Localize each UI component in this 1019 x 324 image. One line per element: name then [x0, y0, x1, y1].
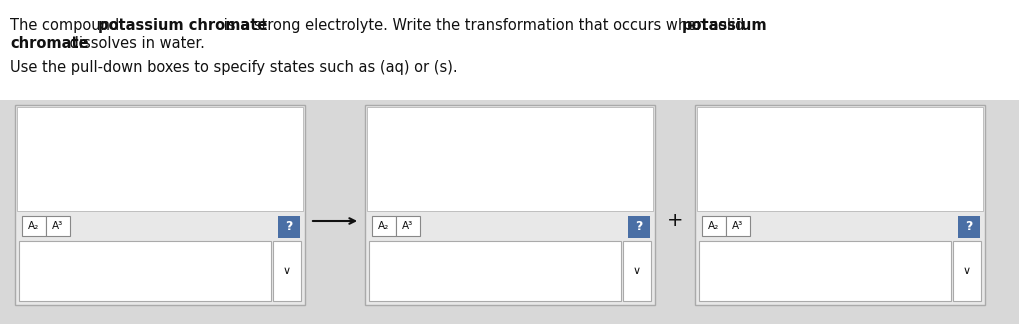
Text: dissolves in water.: dissolves in water. — [65, 36, 205, 51]
FancyBboxPatch shape — [46, 216, 70, 236]
FancyBboxPatch shape — [17, 107, 303, 211]
Text: The compound: The compound — [10, 18, 123, 33]
Text: A³: A³ — [732, 221, 743, 231]
FancyBboxPatch shape — [957, 216, 979, 238]
Text: A³: A³ — [401, 221, 414, 231]
Text: ?: ? — [285, 221, 292, 234]
Text: A₂: A₂ — [378, 221, 389, 231]
FancyBboxPatch shape — [367, 107, 652, 211]
FancyBboxPatch shape — [369, 241, 621, 301]
FancyBboxPatch shape — [365, 105, 654, 305]
Text: ∨: ∨ — [633, 266, 640, 276]
FancyBboxPatch shape — [0, 0, 1019, 100]
Text: A³: A³ — [52, 221, 63, 231]
FancyBboxPatch shape — [395, 216, 420, 236]
FancyBboxPatch shape — [698, 241, 950, 301]
Text: ∨: ∨ — [282, 266, 290, 276]
Text: ?: ? — [964, 221, 972, 234]
Text: chromate: chromate — [10, 36, 89, 51]
FancyBboxPatch shape — [372, 216, 395, 236]
FancyBboxPatch shape — [696, 107, 982, 211]
FancyBboxPatch shape — [273, 241, 301, 301]
Text: A₂: A₂ — [707, 221, 719, 231]
FancyBboxPatch shape — [623, 241, 650, 301]
FancyBboxPatch shape — [726, 216, 749, 236]
Text: potassium: potassium — [682, 18, 767, 33]
FancyBboxPatch shape — [15, 105, 305, 305]
FancyBboxPatch shape — [694, 105, 984, 305]
Text: ∨: ∨ — [962, 266, 970, 276]
Text: Use the pull-down boxes to specify states such as (aq) or (s).: Use the pull-down boxes to specify state… — [10, 60, 458, 75]
FancyBboxPatch shape — [952, 241, 980, 301]
Text: ?: ? — [635, 221, 642, 234]
FancyBboxPatch shape — [19, 241, 271, 301]
FancyBboxPatch shape — [278, 216, 300, 238]
Text: +: + — [666, 212, 683, 230]
Text: potassium chromate: potassium chromate — [98, 18, 267, 33]
Text: is a strong electrolyte. Write the transformation that occurs when solid: is a strong electrolyte. Write the trans… — [219, 18, 748, 33]
FancyBboxPatch shape — [628, 216, 649, 238]
Text: A₂: A₂ — [29, 221, 40, 231]
FancyBboxPatch shape — [701, 216, 726, 236]
FancyBboxPatch shape — [22, 216, 46, 236]
